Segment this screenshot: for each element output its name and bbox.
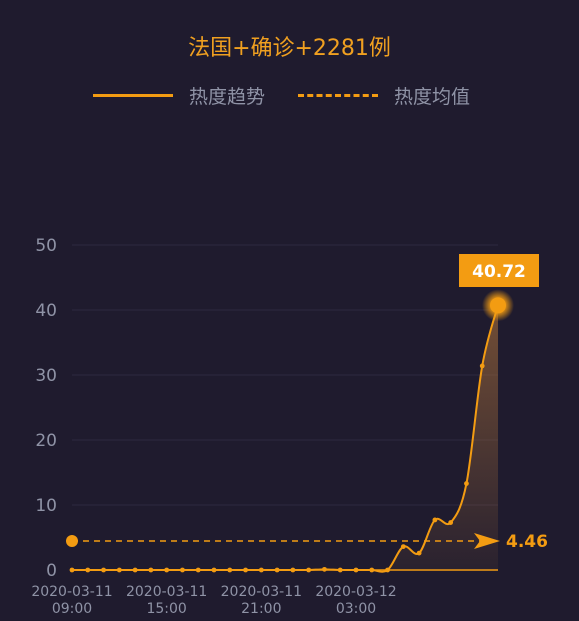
peak-value-label: 40.72 <box>472 262 526 282</box>
mean-arrow-icon <box>474 533 500 550</box>
mean-value-label: 4.46 <box>506 532 548 552</box>
peak-label-box <box>459 254 539 287</box>
data-point <box>227 567 233 573</box>
data-point <box>211 567 217 573</box>
data-point <box>85 567 91 573</box>
y-tick-label: 10 <box>35 496 57 516</box>
data-point <box>116 567 122 573</box>
data-point <box>132 567 138 573</box>
x-tick-label: 21:00 <box>241 601 281 617</box>
data-point <box>322 566 327 572</box>
data-point <box>432 517 438 523</box>
data-point <box>164 567 170 573</box>
y-tick-label: 0 <box>46 561 57 581</box>
mean-start-marker <box>66 535 78 548</box>
data-point <box>306 567 312 573</box>
data-point <box>479 363 485 369</box>
x-tick-label: 2020-03-11 <box>221 584 302 600</box>
data-point <box>464 481 469 486</box>
legend-label-trend: 热度趋势 <box>189 86 266 108</box>
legend-dashed-line-icon <box>298 94 378 97</box>
x-tick-label: 09:00 <box>52 601 92 617</box>
y-tick-label: 50 <box>35 236 57 256</box>
x-tick-label: 2020-03-12 <box>315 584 396 600</box>
data-point <box>369 567 375 573</box>
data-point <box>400 544 406 549</box>
y-tick-label: 30 <box>35 366 57 386</box>
data-point <box>337 567 343 573</box>
area-fill <box>72 305 498 572</box>
data-point <box>148 567 154 573</box>
series-line <box>72 305 499 573</box>
data-point <box>101 567 106 573</box>
legend-label-mean: 热度均值 <box>394 86 471 108</box>
data-point <box>274 567 280 573</box>
x-tick-label: 2020-03-11 <box>126 584 207 600</box>
x-tick-label: 03:00 <box>336 601 376 617</box>
legend-solid-line-icon <box>93 94 173 97</box>
data-point <box>180 567 185 573</box>
data-point <box>69 567 75 573</box>
x-tick-label: 15:00 <box>146 601 186 617</box>
x-tick-label: 2020-03-11 <box>31 584 112 600</box>
peak-point <box>490 297 506 314</box>
data-point <box>243 567 248 573</box>
y-tick-label: 20 <box>35 431 57 451</box>
y-tick-label: 40 <box>35 301 57 321</box>
data-point <box>448 520 454 525</box>
data-point <box>416 550 422 556</box>
chart-title: 法国+确诊+2281例 <box>188 36 391 61</box>
data-point <box>258 567 264 573</box>
data-point <box>290 567 296 573</box>
data-point <box>353 567 359 573</box>
data-point <box>195 567 201 573</box>
data-point <box>385 567 390 573</box>
